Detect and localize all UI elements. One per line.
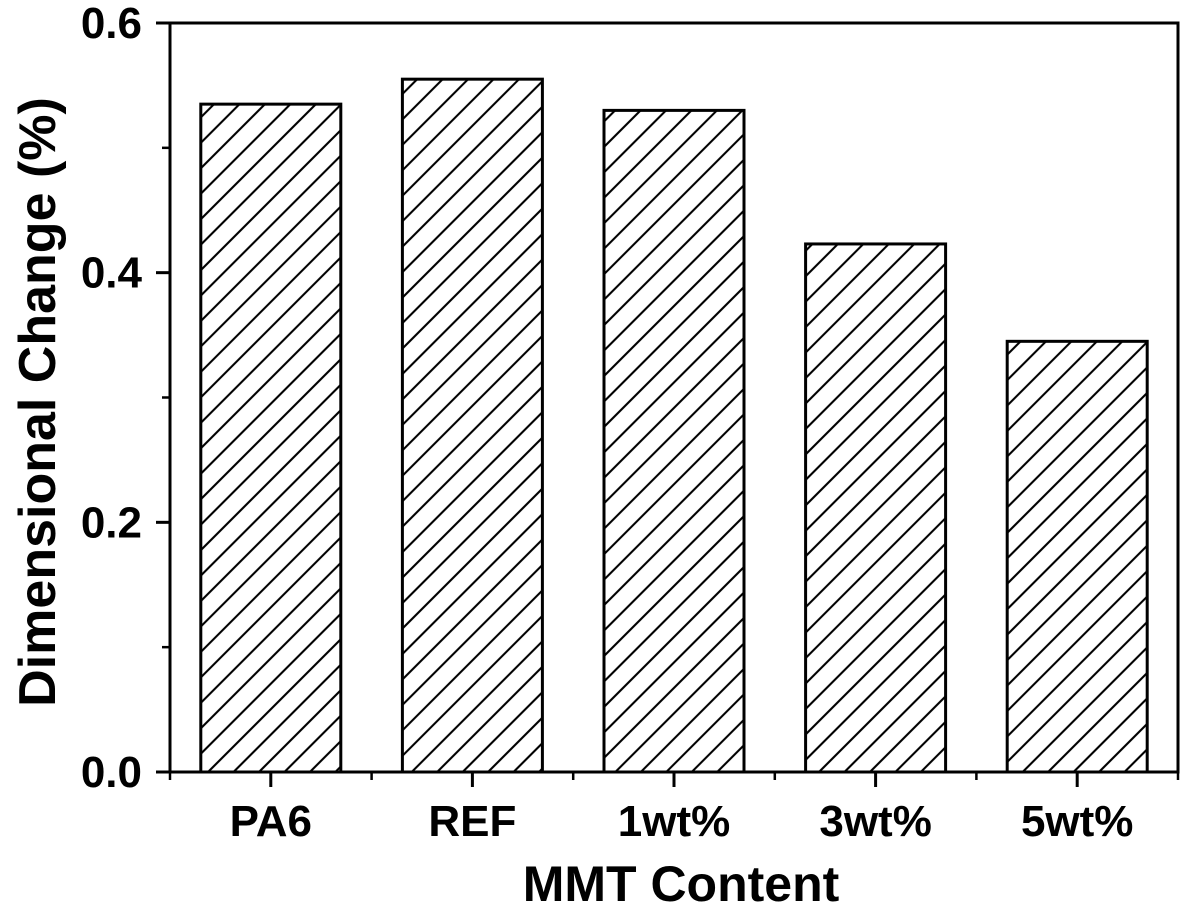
bar-ref	[400, 77, 544, 774]
bar-1wt	[602, 108, 746, 774]
x-tick-label: 3wt%	[819, 797, 931, 846]
bar-5wt	[1005, 339, 1149, 774]
bar-3wt	[804, 242, 948, 774]
y-tick-label: 0.6	[81, 0, 142, 48]
x-tick-label: 5wt%	[1021, 797, 1133, 846]
x-axis-title: MMT Content	[522, 856, 840, 908]
x-tick-label: PA6	[230, 797, 312, 846]
y-tick-label: 0.2	[81, 498, 142, 547]
y-axis-title: Dimensional Change (%)	[9, 97, 67, 707]
x-tick-label: REF	[428, 797, 516, 846]
y-tick-label: 0.4	[81, 249, 143, 298]
x-tick-label: 1wt%	[618, 797, 730, 846]
bar-pa6	[199, 102, 343, 774]
y-tick-label: 0.0	[81, 748, 142, 797]
